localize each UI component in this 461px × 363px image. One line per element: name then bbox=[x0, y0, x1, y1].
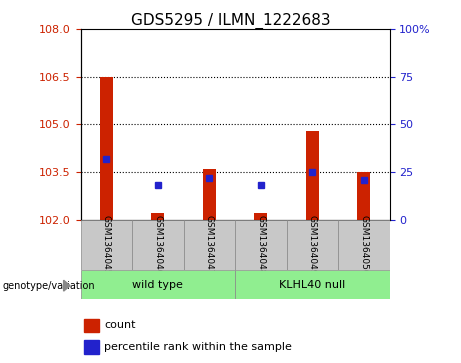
Text: GSM1364048: GSM1364048 bbox=[256, 215, 266, 275]
Text: percentile rank within the sample: percentile rank within the sample bbox=[104, 342, 292, 352]
Bar bbox=[84, 340, 99, 354]
Text: GSM1364046: GSM1364046 bbox=[154, 215, 162, 275]
Text: KLHL40 null: KLHL40 null bbox=[279, 280, 345, 290]
Text: count: count bbox=[104, 321, 136, 330]
Bar bbox=[235, 270, 390, 299]
Bar bbox=[203, 169, 216, 220]
Bar bbox=[100, 77, 113, 220]
Text: GSM1364045: GSM1364045 bbox=[102, 215, 111, 275]
Text: GSM1364049: GSM1364049 bbox=[308, 215, 317, 275]
Bar bbox=[306, 131, 319, 220]
Bar bbox=[338, 220, 390, 270]
Text: GSM1364047: GSM1364047 bbox=[205, 215, 214, 275]
Text: genotype/variation: genotype/variation bbox=[2, 281, 95, 291]
Bar bbox=[152, 213, 164, 220]
Text: GDS5295 / ILMN_1222683: GDS5295 / ILMN_1222683 bbox=[130, 13, 331, 29]
Bar bbox=[132, 220, 183, 270]
Text: wild type: wild type bbox=[132, 280, 183, 290]
Bar bbox=[254, 213, 267, 220]
Bar bbox=[81, 220, 132, 270]
Text: GSM1364050: GSM1364050 bbox=[359, 215, 368, 276]
Bar bbox=[235, 220, 287, 270]
Bar bbox=[287, 220, 338, 270]
Bar bbox=[357, 172, 370, 220]
Bar bbox=[81, 270, 235, 299]
Bar bbox=[84, 319, 99, 332]
Bar bbox=[183, 220, 235, 270]
